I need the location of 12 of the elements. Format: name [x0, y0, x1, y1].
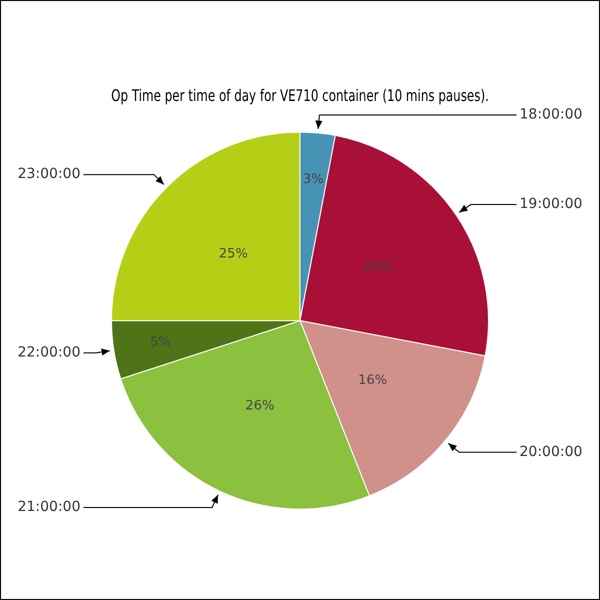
slice-label: 21:00:00 — [18, 499, 80, 516]
slice-label: 23:00:00 — [18, 166, 80, 182]
data-label: 25% — [364, 260, 392, 275]
slice-label: 18:00:00 — [520, 106, 582, 123]
slice-label: 22:00:00 — [18, 344, 80, 361]
data-label: 26% — [245, 398, 274, 414]
slice-label: 20:00:00 — [520, 444, 582, 460]
chart-title: Op Time per time of day for VE710 container (10 mins pauses). — [111, 87, 489, 106]
data-label: 16% — [358, 373, 388, 388]
data-label: 3% — [302, 172, 324, 188]
slice-label: 19:00:00 — [520, 196, 582, 212]
data-label: 25% — [218, 246, 248, 262]
